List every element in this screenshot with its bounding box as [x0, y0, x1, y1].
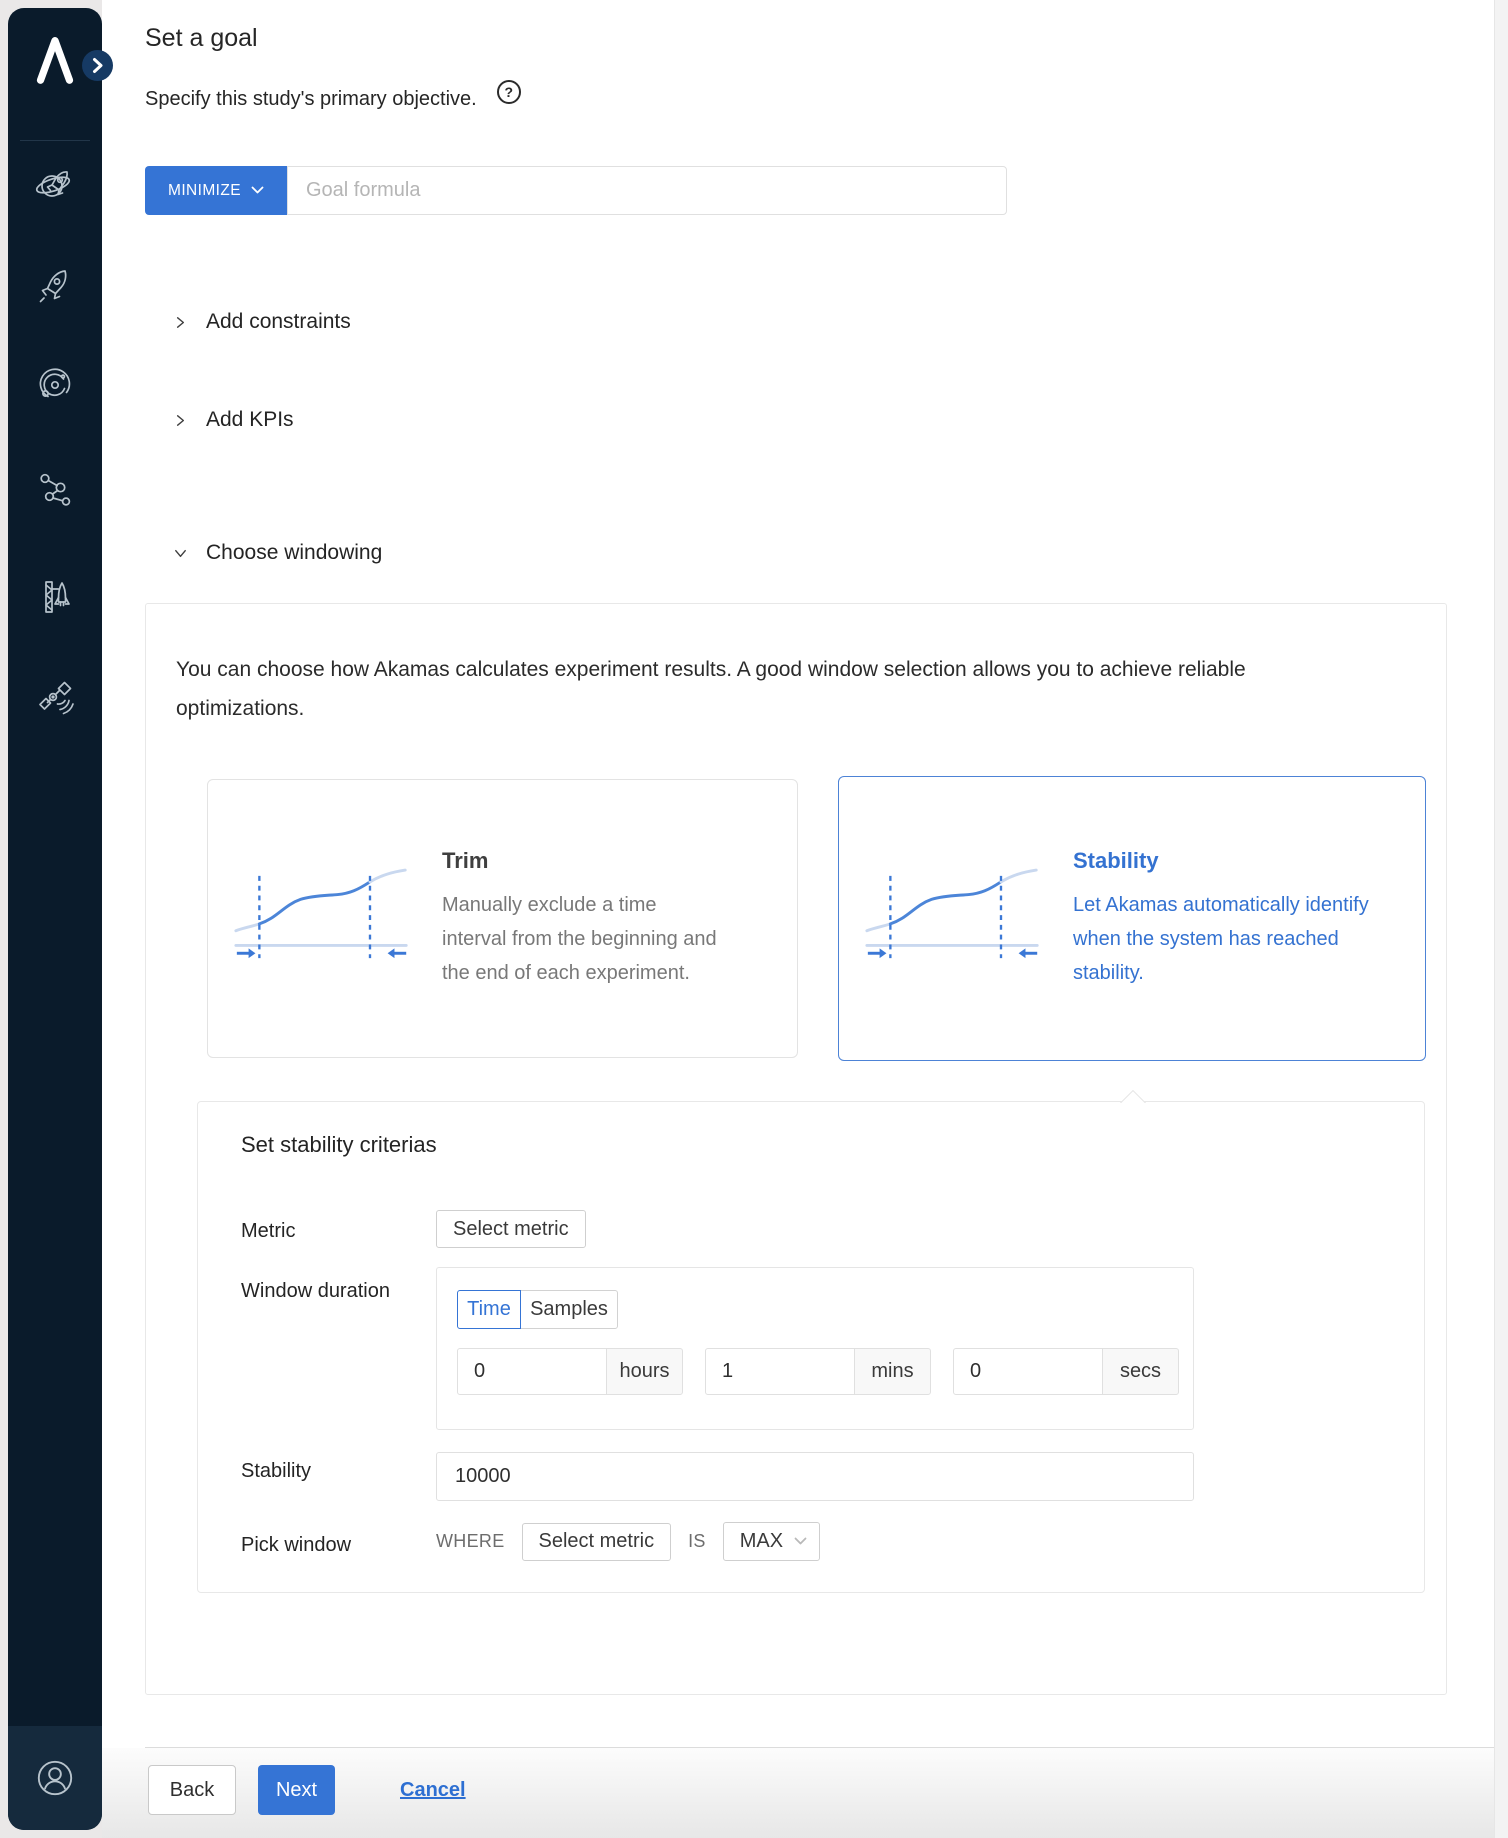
footer-divider: [145, 1747, 1508, 1748]
back-button[interactable]: Back: [148, 1765, 236, 1815]
section-label: Add KPIs: [206, 408, 294, 431]
section-add-kpis[interactable]: Add KPIs: [172, 408, 294, 432]
page-subtitle: Specify this study's primary objective.: [145, 88, 477, 110]
hours-unit-label: hours: [606, 1348, 683, 1395]
mins-input[interactable]: [705, 1348, 855, 1395]
footer-bar: [102, 1748, 1508, 1838]
window-duration-group: Time Samples hours mins secs: [436, 1267, 1194, 1430]
pick-window-row: WHERE Select metric IS MAX: [436, 1522, 821, 1561]
duration-secs-pair: secs: [953, 1348, 1179, 1395]
secs-input[interactable]: [953, 1348, 1103, 1395]
page-subtitle-row: Specify this study's primary objective. …: [145, 80, 521, 111]
chevron-down-icon: [175, 549, 186, 557]
mins-unit-label: mins: [854, 1348, 931, 1395]
stability-criteria-panel: Set stability criterias Metric Select me…: [197, 1101, 1425, 1593]
stability-title: Stability: [1073, 847, 1159, 873]
where-keyword: WHERE: [436, 1531, 505, 1551]
pick-window-label: Pick window: [241, 1534, 352, 1556]
launch-pad-icon[interactable]: [33, 575, 77, 619]
windowing-option-stability[interactable]: Stability Let Akamas automatically ident…: [838, 776, 1426, 1061]
topology-icon[interactable]: [33, 468, 77, 512]
windowing-option-trim[interactable]: Trim Manually exclude a time interval fr…: [207, 779, 798, 1058]
trim-window-chart-icon: [234, 868, 408, 958]
is-keyword: IS: [688, 1531, 706, 1551]
account-section[interactable]: [8, 1726, 102, 1830]
lambda-logo-icon: [36, 37, 74, 84]
sidebar-divider: [20, 140, 90, 141]
metric-label: Metric: [241, 1220, 296, 1242]
hours-input[interactable]: [457, 1348, 607, 1395]
help-icon[interactable]: ?: [496, 80, 521, 104]
chevron-down-icon: [794, 1537, 807, 1545]
operator-value: MAX: [739, 1530, 784, 1552]
operator-dropdown[interactable]: MAX: [722, 1522, 821, 1561]
chevron-right-icon: [176, 316, 185, 328]
chevron-right-icon: [176, 414, 185, 426]
stability-value-input[interactable]: [436, 1452, 1194, 1501]
duration-mins-pair: mins: [705, 1348, 931, 1395]
trim-title: Trim: [442, 847, 489, 873]
sidebar-expand-button[interactable]: [82, 50, 113, 81]
next-button[interactable]: Next: [258, 1765, 335, 1815]
goal-formula-input[interactable]: [287, 166, 1007, 215]
akamas-logo[interactable]: [26, 30, 84, 88]
criteria-title: Set stability criterias: [241, 1132, 437, 1157]
select-metric-button[interactable]: Select metric: [436, 1210, 586, 1248]
goal-direction-label: MINIMIZE: [168, 181, 241, 199]
duration-fields: hours mins secs: [457, 1348, 1179, 1395]
windowing-description: You can choose how Akamas calculates exp…: [176, 658, 1246, 720]
cancel-link[interactable]: Cancel: [400, 1779, 466, 1801]
scrollbar[interactable]: [1494, 0, 1508, 1838]
stability-description: Let Akamas automatically identify when t…: [1073, 893, 1369, 984]
goal-formula-row: MINIMIZE: [145, 166, 1007, 215]
window-duration-label: Window duration: [241, 1280, 390, 1302]
section-choose-windowing[interactable]: Choose windowing: [172, 541, 382, 565]
rocket-icon[interactable]: [33, 263, 77, 307]
section-add-constraints[interactable]: Add constraints: [172, 310, 351, 334]
section-label: Choose windowing: [206, 541, 383, 564]
duration-mode-samples[interactable]: Samples: [520, 1290, 618, 1329]
goal-direction-dropdown[interactable]: MINIMIZE: [145, 166, 287, 215]
duration-hours-pair: hours: [457, 1348, 683, 1395]
orbit-icon[interactable]: [33, 363, 77, 407]
sidebar: [8, 8, 113, 1830]
pick-window-select-metric-button[interactable]: Select metric: [521, 1522, 672, 1561]
trim-description: Manually exclude a time interval from th…: [442, 893, 717, 984]
account-icon: [37, 1760, 73, 1796]
secs-unit-label: secs: [1102, 1348, 1179, 1395]
stability-value-label: Stability: [241, 1460, 312, 1482]
rocket-planet-icon[interactable]: [33, 163, 77, 207]
trim-card-text: Trim Manually exclude a time interval fr…: [442, 848, 722, 990]
chevron-down-icon: [251, 186, 264, 194]
stability-card-text: Stability Let Akamas automatically ident…: [1073, 848, 1385, 990]
satellite-icon[interactable]: [33, 675, 77, 719]
duration-mode-toggle: Time Samples: [457, 1290, 618, 1329]
chevron-right-icon: [93, 58, 103, 73]
duration-mode-time[interactable]: Time: [457, 1290, 521, 1329]
page-title: Set a goal: [145, 24, 258, 52]
stability-window-chart-icon: [865, 868, 1039, 958]
selected-option-caret: [1118, 1088, 1148, 1103]
section-label: Add constraints: [206, 310, 351, 333]
